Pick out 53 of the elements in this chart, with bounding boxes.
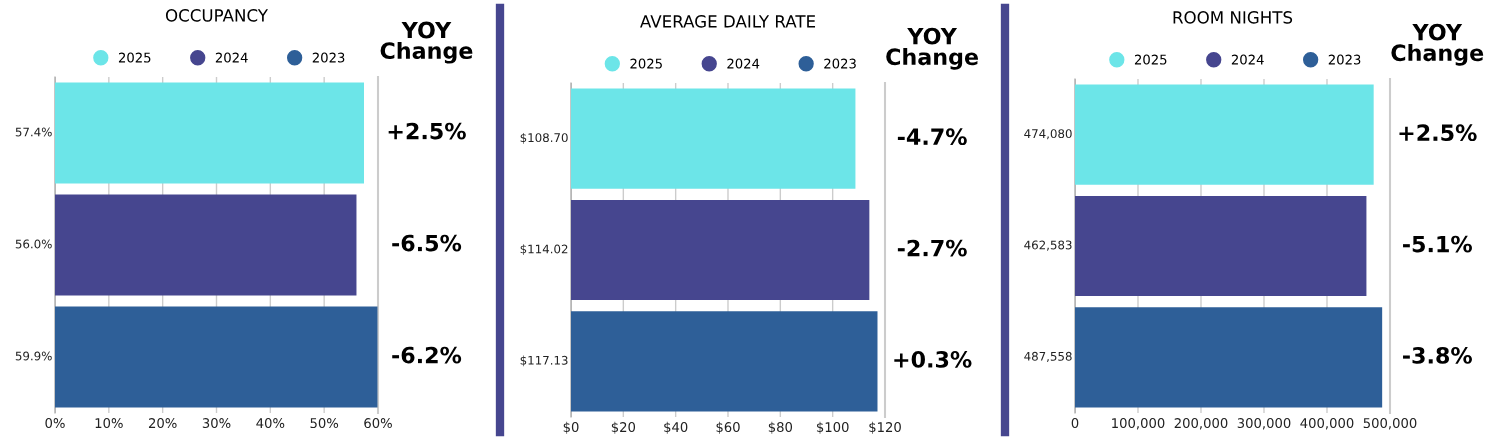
x-tick-label: 500,000 <box>1363 418 1417 430</box>
data-label: 56.0% <box>15 239 52 249</box>
legend-label: 2025 <box>1134 54 1167 65</box>
legend-label: 2025 <box>630 58 662 69</box>
legend-label: 2024 <box>727 58 760 69</box>
x-tick-label: $120 <box>869 421 901 434</box>
x-tick-label: 30% <box>202 418 231 429</box>
data-label: $117.13 <box>520 355 568 367</box>
text: YOY Change <box>380 21 473 64</box>
x-tick-label: $100 <box>816 421 849 434</box>
x-tick-label: $40 <box>664 421 688 434</box>
data-label: $108.70 <box>520 132 568 144</box>
x-tick-label: 10% <box>95 418 123 429</box>
data-label: $114.02 <box>520 244 568 255</box>
x-tick-label: 300,000 <box>1237 418 1291 430</box>
x-tick-label: 0 <box>1071 418 1079 429</box>
text: -6.2% <box>392 346 462 364</box>
x-tick-label: 40% <box>256 418 285 429</box>
x-tick-label: 0% <box>45 418 65 429</box>
x-tick-label: 200,000 <box>1174 418 1228 430</box>
legend-label: 2024 <box>215 52 248 63</box>
text: YOY Change <box>1391 23 1484 66</box>
x-tick-label: $80 <box>768 421 793 434</box>
legend-label: 2025 <box>118 52 151 63</box>
chart-title: OCCUPANCY <box>165 9 269 22</box>
x-tick-label: $0 <box>563 421 579 434</box>
text: -6.5% <box>392 234 462 252</box>
text: +2.5% <box>1399 124 1477 142</box>
x-tick-label: 50% <box>310 418 339 429</box>
x-tick-label: 400,000 <box>1300 418 1354 430</box>
text: YOY Change <box>886 27 978 70</box>
x-tick-label: $20 <box>611 421 636 434</box>
data-label: 57.4% <box>15 127 52 137</box>
data-label: 59.9% <box>15 351 52 361</box>
data-label: 462,583 <box>1024 240 1072 251</box>
chart-title: ROOM NIGHTS <box>1173 11 1293 24</box>
legend-label: 2023 <box>824 58 856 69</box>
text: -4.7% <box>897 128 967 146</box>
text: +0.3% <box>894 350 972 368</box>
text: +2.5% <box>388 122 466 140</box>
x-tick-label: 100,000 <box>1112 418 1165 430</box>
legend-label: 2023 <box>1328 54 1361 65</box>
legend-label: 2023 <box>312 52 345 63</box>
text: -3.8% <box>1403 346 1472 364</box>
x-tick-label: $60 <box>716 421 740 434</box>
data-label: 487,558 <box>1024 351 1072 362</box>
x-tick-label: 20% <box>148 418 177 429</box>
legend-label: 2024 <box>1231 54 1264 65</box>
text: -2.7% <box>897 239 967 257</box>
chart-title: AVERAGE DAILY RATE <box>640 15 816 28</box>
x-tick-label: 60% <box>364 418 392 429</box>
data-label: 474,080 <box>1024 129 1072 140</box>
text: -5.1% <box>1403 235 1472 253</box>
